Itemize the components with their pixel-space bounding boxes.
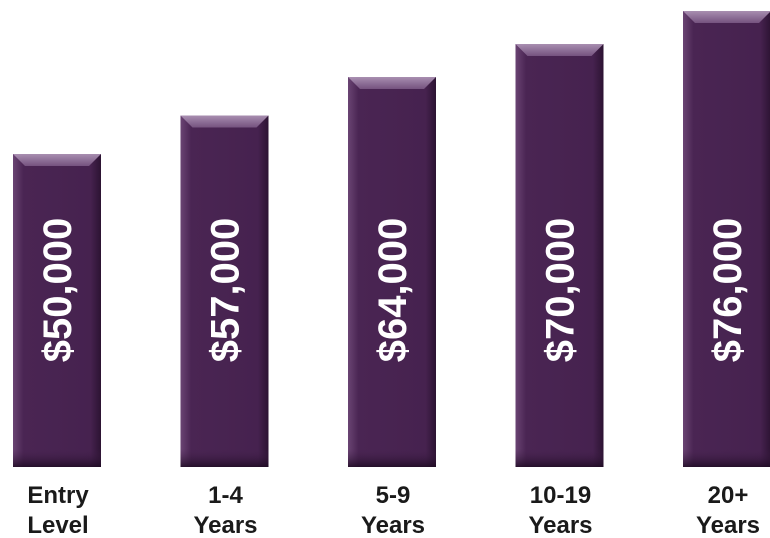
bar-value-label: $57,000 <box>204 218 248 363</box>
category-label-line1: 20+ <box>708 482 749 509</box>
bar <box>683 11 770 467</box>
bar-top-bevel <box>348 77 436 89</box>
bar <box>515 44 604 467</box>
bar-value-label: $70,000 <box>539 218 583 363</box>
category-label-line2: Years <box>528 512 592 538</box>
category-label-line2: Level <box>27 512 88 538</box>
bar-group: $50,000 <box>13 154 101 467</box>
bar-bottom-shade <box>683 449 770 467</box>
bar <box>180 115 269 467</box>
bar <box>13 154 101 467</box>
category-label-line1: 10-19 <box>530 482 591 509</box>
bar-bottom-shade <box>180 449 269 467</box>
bar-top-bevel <box>13 154 101 166</box>
bar-bottom-shade <box>348 449 436 467</box>
bar-top-bevel <box>683 11 770 23</box>
bar-bottom-shade <box>13 449 101 467</box>
bar-value-label: $64,000 <box>371 218 415 363</box>
category-labels-layer: Entry Level 1-4 Years 5-9 Years 10-19 Years 20+ Y… <box>27 482 760 538</box>
bar-group: $70,000 <box>515 44 604 467</box>
bar-bottom-shade <box>515 449 604 467</box>
category-label-line2: Years <box>361 512 425 538</box>
bar-group: $76,000 <box>683 11 770 467</box>
bar-group: $64,000 <box>348 77 436 467</box>
bar-group: $57,000 <box>180 115 269 467</box>
bar-top-bevel <box>180 115 269 128</box>
bar-top-bevel <box>515 44 604 56</box>
bar-value-label: $76,000 <box>706 218 750 363</box>
bars-layer: $50,000 $57,000 $64,000 $70,000 $76,000 <box>13 11 770 467</box>
category-label-line1: 5-9 <box>376 482 411 509</box>
category-label-line1: 1-4 <box>208 482 243 509</box>
category-label-line1: Entry <box>27 482 89 509</box>
category-label-line2: Years <box>193 512 257 538</box>
bar <box>348 77 436 467</box>
category-label-line2: Years <box>696 512 760 538</box>
bar-value-label: $50,000 <box>36 218 80 363</box>
